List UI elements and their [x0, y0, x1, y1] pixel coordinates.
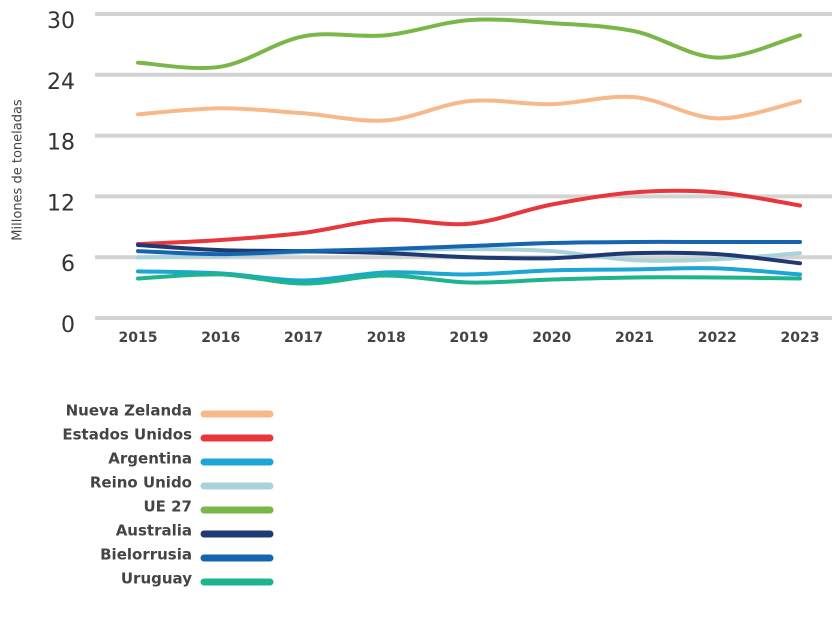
x-tick-label: 2020 [532, 330, 571, 346]
legend-label: Nueva Zelanda [66, 402, 192, 420]
x-tick-label: 2018 [367, 330, 406, 346]
legend-label: Bielorrusia [100, 546, 192, 564]
line [136, 94, 802, 123]
y-axis-label: Millones de toneladas [11, 99, 26, 241]
y-tick-label: 0 [61, 313, 75, 338]
y-tick-label: 24 [47, 70, 75, 95]
legend-label: UE 27 [143, 498, 192, 516]
y-tick-label: 6 [61, 252, 75, 277]
x-tick-label: 2017 [284, 330, 323, 346]
y-tick-label: 12 [47, 191, 75, 216]
x-tick-label: 2016 [201, 330, 240, 346]
x-tick-label: 2022 [698, 330, 737, 346]
line [136, 188, 802, 247]
legend-label: Argentina [108, 450, 192, 468]
line [136, 239, 802, 257]
line [136, 17, 802, 71]
x-tick-label: 2015 [119, 330, 158, 346]
legend-label: Australia [116, 522, 192, 540]
x-tick-label: 2021 [615, 330, 654, 346]
x-tick-label: 2023 [781, 330, 820, 346]
legend-label: Estados Unidos [62, 426, 192, 444]
y-tick-label: 18 [47, 131, 75, 156]
y-tick-label: 30 [47, 9, 75, 34]
line [136, 243, 802, 266]
legend-label: Reino Unido [90, 474, 192, 492]
line [136, 272, 802, 286]
legend-label: Uruguay [121, 570, 192, 588]
x-tick-label: 2019 [450, 330, 489, 346]
